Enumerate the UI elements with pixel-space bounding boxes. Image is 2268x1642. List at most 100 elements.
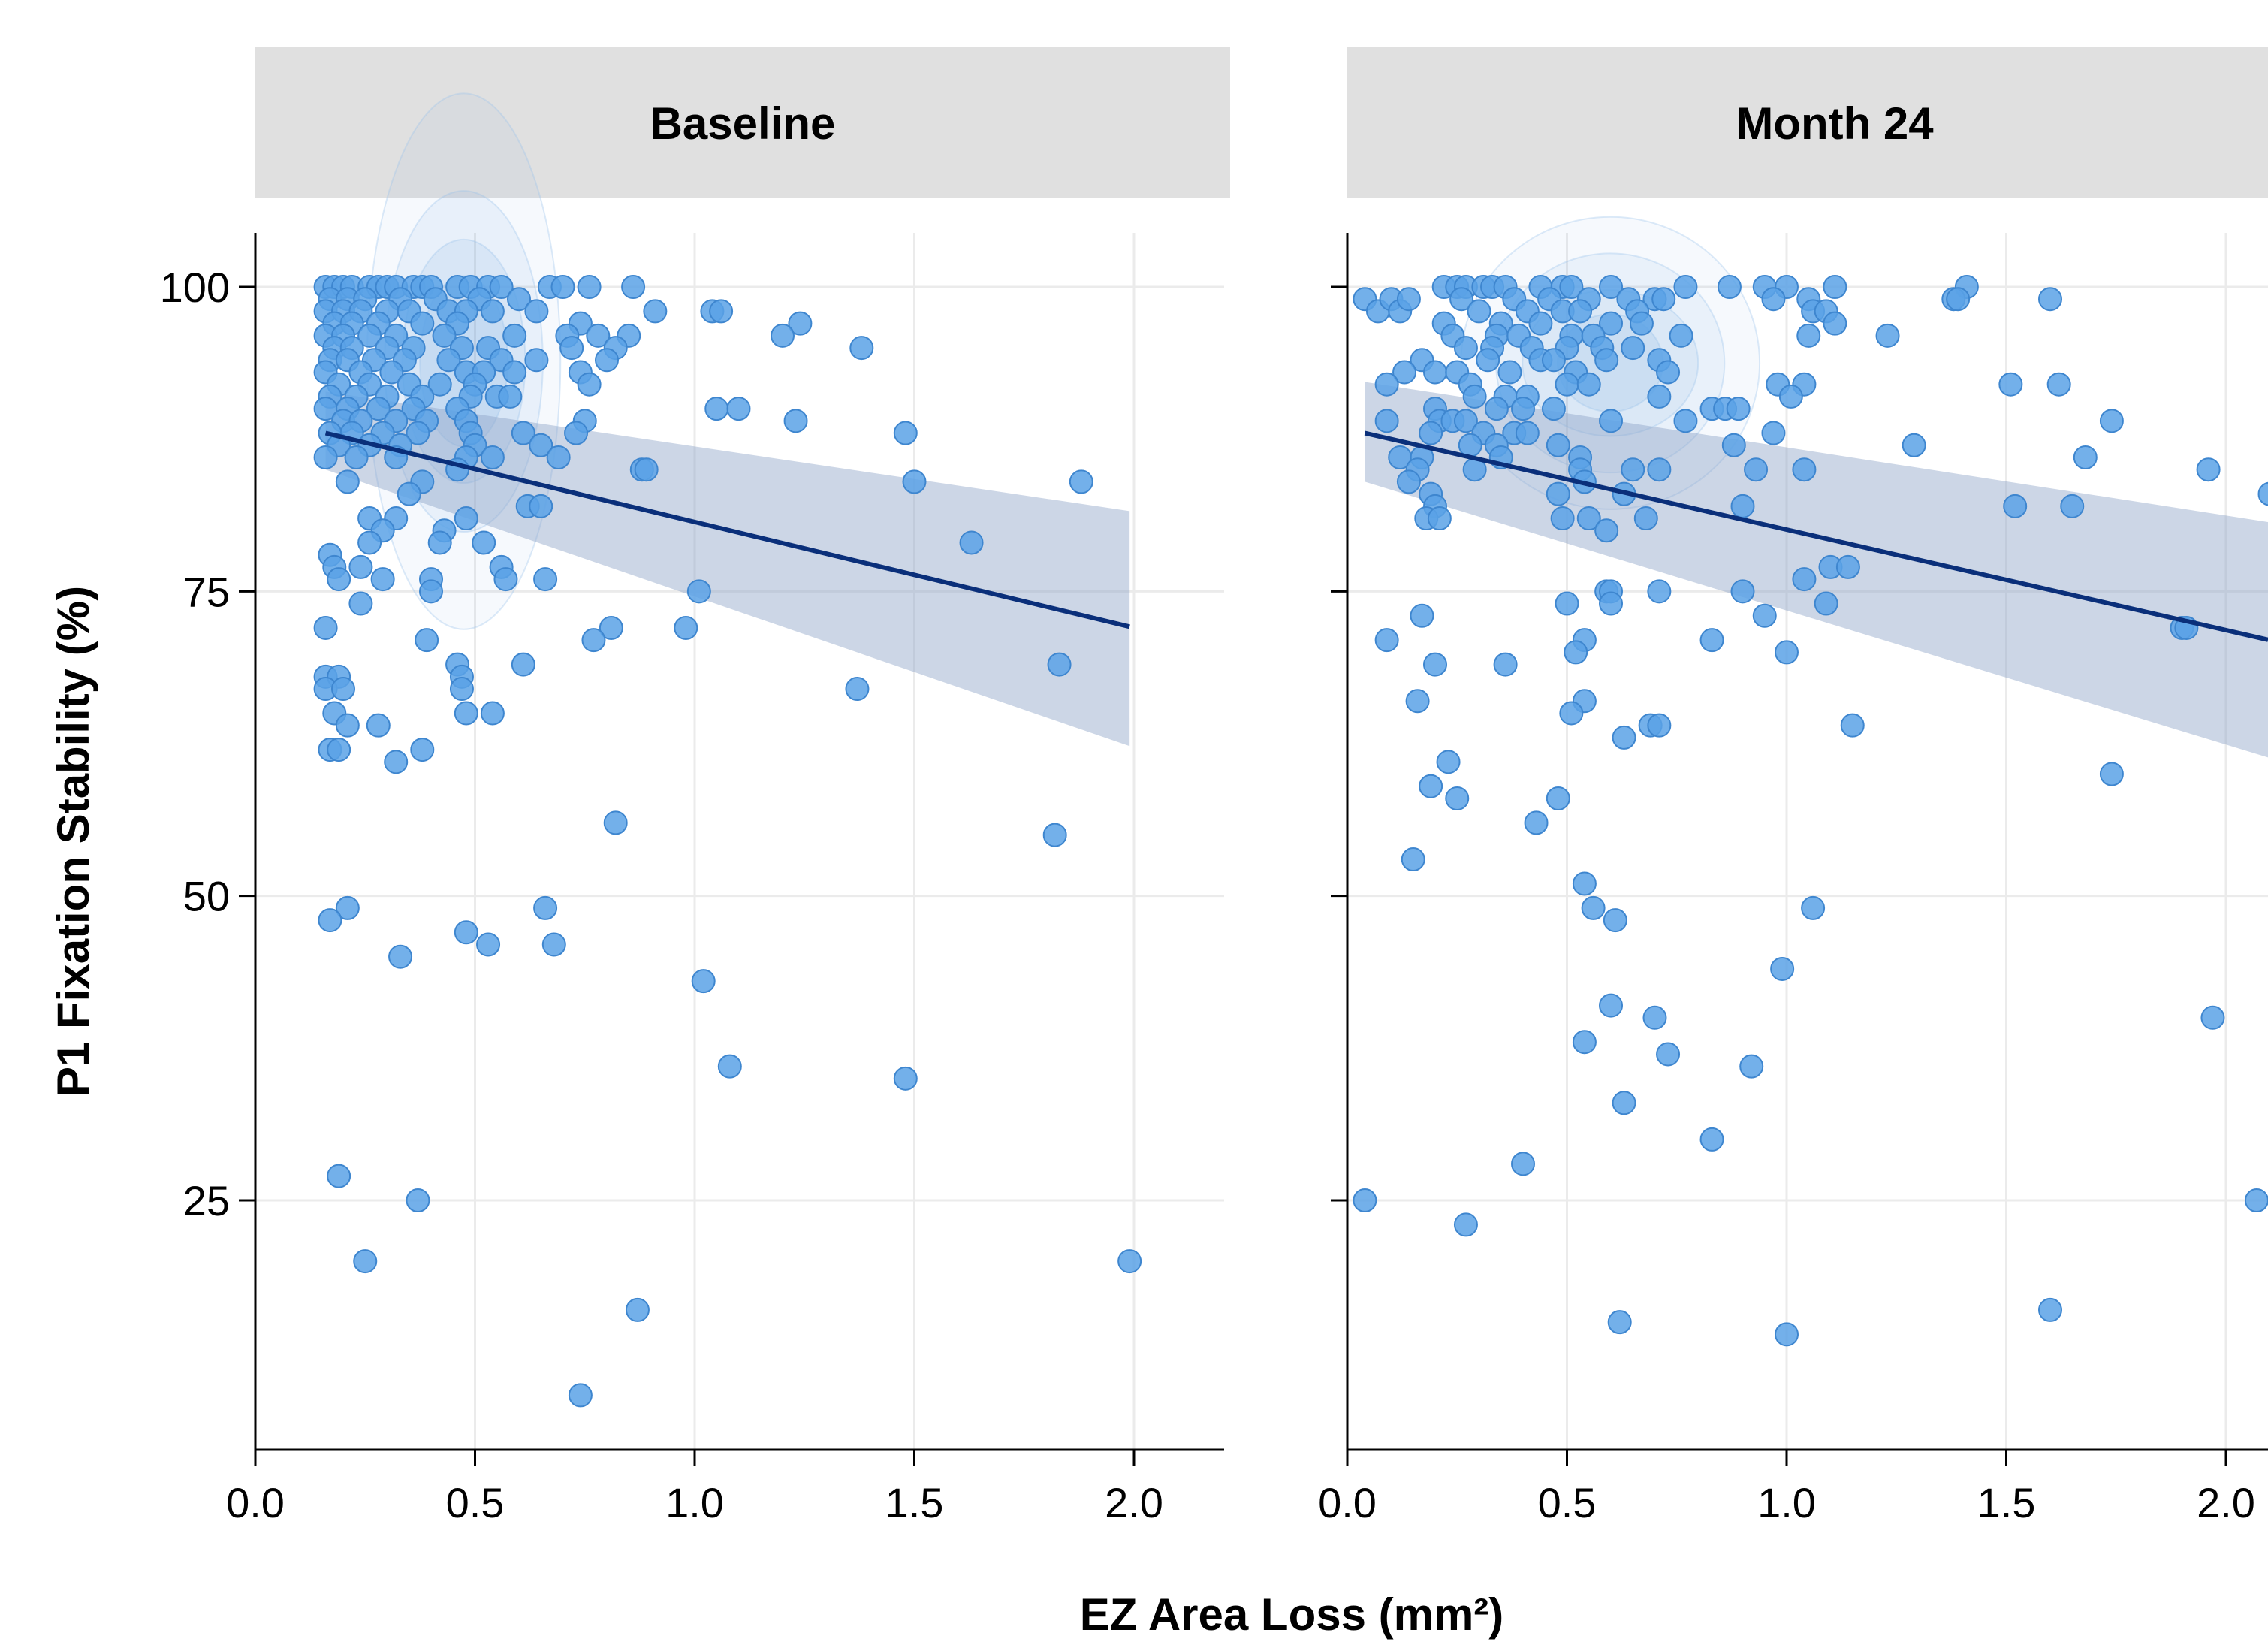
data-point [568, 1383, 593, 1408]
panel-baseline: Baseline 25 50 75 100 0.0 0.5 1.0 1.5 2.0 [160, 47, 1230, 1526]
data-point [366, 713, 391, 738]
data-point [1568, 299, 1593, 324]
data-point [318, 908, 342, 933]
data-point [1612, 725, 1636, 750]
data-point [1673, 275, 1698, 299]
data-point [472, 530, 496, 555]
data-point [410, 311, 435, 336]
points [1353, 275, 2268, 1347]
data-point [313, 445, 338, 469]
data-point [1410, 603, 1434, 628]
data-point [1546, 481, 1570, 506]
data-point [454, 506, 478, 531]
data-point [1998, 372, 2023, 397]
data-point [406, 421, 430, 445]
data-point [1524, 810, 1549, 835]
y-tick-label: 25 [183, 1177, 230, 1224]
regression-line [324, 430, 1130, 629]
x-tick-label: 0.5 [1538, 1479, 1597, 1526]
data-point [691, 969, 716, 994]
data-point [1717, 275, 1742, 299]
data-point [550, 275, 575, 299]
data-point [1656, 360, 1681, 385]
data-point [348, 554, 373, 579]
data-point [1401, 847, 1425, 872]
data-point [559, 336, 584, 361]
trend-line [324, 430, 1130, 629]
data-point [533, 895, 558, 920]
data-point [1599, 993, 1623, 1018]
data-point [2099, 409, 2124, 433]
y-tick-label: 75 [183, 568, 230, 615]
data-point [480, 299, 505, 324]
data-point [353, 1249, 378, 1274]
data-point [1396, 287, 1421, 312]
data-point [1419, 421, 1443, 445]
data-point [1647, 713, 1672, 738]
data-point [1572, 1030, 1597, 1055]
data-point [427, 372, 452, 397]
data-point [2244, 1188, 2268, 1212]
data-point [709, 299, 734, 324]
data-point [564, 421, 589, 445]
data-point [379, 360, 404, 385]
data-point [498, 384, 523, 409]
data-point [2099, 762, 2124, 786]
data-point [1576, 506, 1601, 531]
data-point [357, 530, 382, 555]
data-point [893, 1066, 918, 1091]
data-point [1374, 372, 1399, 397]
data-point [1946, 287, 1971, 312]
data-point [1427, 506, 1452, 531]
data-point [1550, 506, 1575, 531]
data-point [1778, 384, 1803, 409]
data-point [2038, 287, 2062, 312]
data-point [674, 615, 698, 640]
data-point [783, 409, 808, 433]
data-point [1612, 1091, 1636, 1115]
data-point [1069, 469, 1093, 494]
data-point [1599, 311, 1623, 336]
data-point [1467, 299, 1491, 324]
data-point [2046, 372, 2071, 397]
data-point [704, 397, 729, 421]
data-point [1792, 567, 1817, 592]
data-point [1823, 311, 1847, 336]
x-axis-title: EZ Area Loss (mm²) [1080, 1589, 1504, 1640]
data-point [1497, 360, 1522, 385]
x-tick-label: 1.5 [1977, 1479, 2036, 1526]
data-point [502, 323, 527, 348]
data-point [1353, 1188, 1377, 1212]
data-point [1374, 409, 1399, 433]
data-point [1594, 518, 1619, 543]
y-tick-label: 50 [183, 873, 230, 920]
data-point [1555, 372, 1579, 397]
data-point [1423, 652, 1447, 677]
data-point [313, 615, 338, 640]
strip-title: Month 24 [1736, 98, 1934, 149]
data-point [1511, 1152, 1535, 1176]
axes: 0.0 0.5 1.0 1.5 2.0 [1318, 233, 2268, 1526]
data-point [1647, 579, 1672, 604]
data-point [2257, 481, 2268, 506]
data-point [1559, 701, 1584, 726]
data-point [1770, 956, 1795, 981]
data-point [1576, 372, 1601, 397]
x-tick-label: 2.0 [1105, 1479, 1163, 1526]
data-point [366, 397, 391, 421]
data-point [1761, 421, 1786, 445]
data-point [1621, 336, 1645, 361]
data-point [507, 287, 531, 312]
x-tick-label: 0.5 [446, 1479, 505, 1526]
data-point [335, 469, 360, 494]
data-point [480, 701, 505, 726]
data-point [348, 591, 373, 616]
data-point [1599, 409, 1623, 433]
data-point [1559, 275, 1584, 299]
data-point [1047, 652, 1072, 677]
data-point [1546, 786, 1570, 810]
data-point [524, 348, 549, 373]
data-point [1436, 750, 1461, 774]
x-tick-label: 1.0 [665, 1479, 724, 1526]
data-point [541, 932, 566, 957]
